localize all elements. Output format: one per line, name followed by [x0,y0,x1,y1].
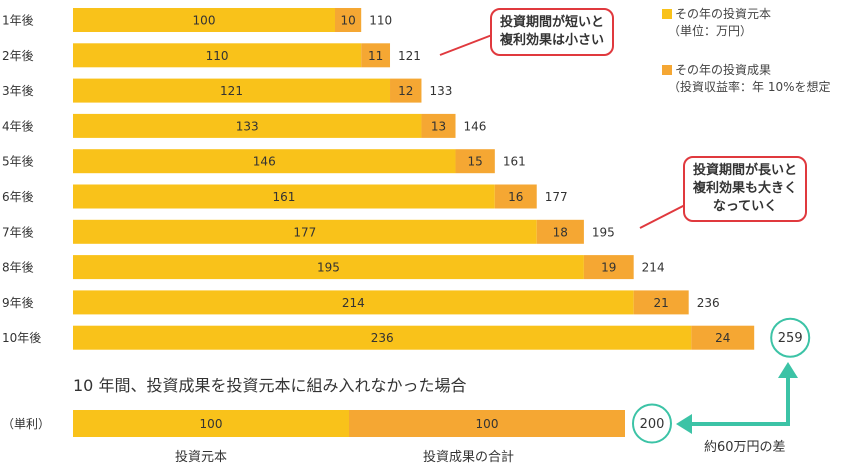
principal-value-label: 110 [206,49,229,63]
legend-note: （投資収益率：年 10%を想定 [668,80,831,94]
callout-pointer [439,34,493,56]
simple-principal-bar [73,410,349,437]
category-label: 9年後 [2,296,34,310]
principal-value-label: 146 [253,155,276,169]
principal-value-label: 177 [293,225,316,239]
total-value-label: 214 [642,261,665,275]
principal-segment-label: 投資元本 [175,450,228,465]
total-circle [770,317,811,358]
simple-interest-row-label: （単利） [2,417,51,431]
return-bar [421,113,456,138]
return-value-label: 12 [398,84,413,98]
principal-bar [73,325,692,350]
simple-return-bar [349,410,625,437]
return-bar [335,8,362,32]
principal-value-label: 100 [193,14,216,28]
legend-label: その年の投資元本 [675,7,772,21]
return-value-label: 18 [553,225,568,239]
category-label: 10年後 [2,331,41,345]
return-bar [633,290,689,315]
return-value-label: 19 [601,261,616,275]
total-value-label: 110 [369,14,392,28]
return-bar [583,255,634,280]
legend-note: （単位：万円） [668,24,753,38]
return-value-label: 10 [340,14,355,28]
callout-long-term: 投資期間が長いと 複利効果も大きく なっていく [683,156,808,222]
total-value-label: 195 [592,225,615,239]
arrow-head-up [778,362,798,378]
return-value-label: 11 [368,49,383,63]
return-value-label: 15 [468,155,483,169]
category-label: 7年後 [2,225,34,239]
return-value-label: 16 [508,190,523,204]
total-value-label: 161 [503,155,526,169]
total-value-label: 236 [697,296,720,310]
principal-bar [73,8,335,32]
total-value-label: 259 [778,331,803,346]
legend-return: その年の投資成果 （投資収益率：年 10%を想定 [662,62,831,96]
difference-arrow [690,375,790,426]
simple-principal-value: 100 [200,417,223,431]
simple-total-circle [632,403,672,444]
callout-line: 複利効果は小さい [500,33,605,48]
principal-bar [73,255,584,280]
principal-bar [73,149,456,174]
legend-label: その年の投資成果 [675,63,772,77]
principal-bar [73,43,362,68]
principal-value-label: 121 [220,84,243,98]
return-bar [494,184,537,209]
category-label: 5年後 [2,155,34,169]
principal-value-label: 214 [342,296,365,310]
callout-short-term: 投資期間が短いと 複利効果は小さい [490,8,615,56]
category-label: 1年後 [2,14,34,28]
return-bar [455,149,495,174]
principal-value-label: 133 [236,119,259,133]
return-value-label: 24 [715,331,730,345]
legend-principal: その年の投資元本 （単位：万円） [662,6,771,40]
principal-bar [73,290,634,315]
legend-swatch [662,65,672,75]
principal-bar [73,78,391,103]
category-label: 2年後 [2,49,34,63]
return-bar [361,43,391,68]
total-value-label: 146 [464,119,487,133]
principal-bar [73,113,422,138]
callout-line: なっていく [712,199,778,214]
category-label: 8年後 [2,261,34,275]
callout-line: 投資期間が短いと [500,15,605,30]
legend-swatch [662,9,672,19]
category-label: 6年後 [2,190,34,204]
callout-pointer [639,204,686,229]
total-value-label: 177 [545,190,568,204]
category-label: 3年後 [2,84,34,98]
principal-value-label: 161 [272,190,295,204]
return-value-label: 13 [431,119,446,133]
principal-bar [73,219,537,244]
category-label: 4年後 [2,119,34,133]
simple-total-value: 200 [640,417,665,432]
total-value-label: 133 [429,84,452,98]
return-bar [691,325,755,350]
total-value-label: 121 [398,49,421,63]
return-value-label: 21 [654,296,669,310]
callout-line: 投資期間が長いと [693,163,798,178]
difference-label: 約60万円の差 [704,440,786,455]
return-bar [390,78,422,103]
simple-return-value: 100 [476,417,499,431]
principal-value-label: 236 [371,331,394,345]
return-bar [536,219,584,244]
arrow-head-left [676,414,692,434]
simple-interest-title: 10 年間、投資成果を投資元本に組み入れなかった場合 [73,376,467,395]
return-segment-label: 投資成果の合計 [423,450,515,465]
principal-value-label: 195 [317,261,340,275]
principal-bar [73,184,495,209]
callout-line: 複利効果も大きく [693,181,798,196]
